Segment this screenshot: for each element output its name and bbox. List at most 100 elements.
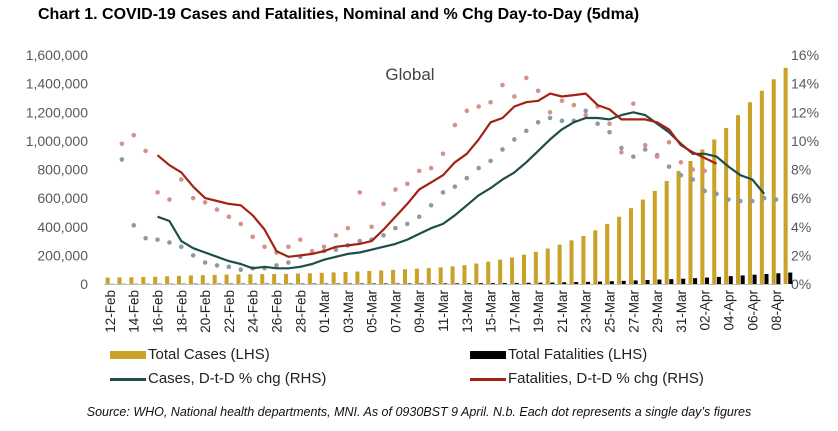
dot-cases-daily: [642, 147, 648, 152]
bar-total-cases: [736, 115, 741, 284]
bar-total-fatalities: [467, 283, 472, 284]
bar-total-cases: [486, 261, 491, 284]
bar-total-fatalities: [478, 283, 484, 284]
dot-fatalities-daily: [488, 99, 493, 105]
bar-total-cases: [129, 277, 134, 284]
bar-total-cases: [712, 139, 717, 284]
y-right-tick-label: 4%: [791, 219, 811, 235]
dot-cases-daily: [357, 238, 363, 244]
dot-cases-daily: [773, 197, 779, 202]
dot-fatalities-daily: [559, 98, 565, 104]
bar-total-fatalities: [586, 281, 591, 284]
dot-cases-daily: [726, 197, 731, 202]
dot-cases-daily: [488, 158, 493, 164]
dot-fatalities-daily: [547, 109, 553, 115]
x-tick-label: 29-Mar: [650, 290, 665, 333]
bar-total-fatalities: [455, 283, 460, 284]
bar-total-cases: [545, 248, 550, 284]
bar-total-cases: [533, 251, 538, 284]
dot-cases-daily: [131, 223, 137, 228]
source-note: Source: WHO, National health departments…: [86, 405, 752, 419]
bar-total-cases: [284, 273, 289, 284]
bar-total-cases: [438, 267, 443, 284]
dot-fatalities-daily: [179, 177, 184, 182]
bar-total-fatalities: [728, 276, 733, 284]
dot-fatalities-daily: [631, 101, 636, 106]
x-tick-label: 31-Mar: [674, 290, 689, 333]
legend-swatch-cases-pct: [110, 377, 146, 381]
bar-total-cases: [117, 277, 122, 284]
bar-total-cases: [331, 272, 336, 284]
dot-cases-daily: [393, 225, 398, 231]
bar-total-cases: [343, 271, 348, 284]
dot-cases-daily: [179, 244, 184, 250]
legend-label-fatalities-pct: Fatalities, D-t-D % chg (RHS): [508, 370, 704, 387]
bar-total-cases: [652, 190, 657, 284]
bar-total-cases: [355, 271, 360, 284]
x-tick-label: 08-Apr: [769, 290, 784, 331]
dot-cases-daily: [238, 267, 244, 272]
bar-total-fatalities: [538, 282, 543, 284]
x-tick-label: 11-Mar: [436, 290, 451, 332]
dot-cases-daily: [738, 198, 743, 204]
dot-cases-daily: [535, 119, 541, 125]
dot-cases-daily: [559, 118, 565, 124]
y-right-tick-label: 16%: [791, 47, 819, 63]
y-right-tick-label: 10%: [791, 133, 819, 149]
bar-total-fatalities: [514, 282, 519, 284]
dot-cases-daily: [761, 195, 767, 201]
bar-total-fatalities: [633, 280, 638, 284]
dot-cases-daily: [155, 237, 160, 242]
bar-total-fatalities: [419, 283, 424, 284]
dot-fatalities-daily: [440, 151, 446, 157]
chart-title: Chart 1. COVID-19 Cases and Fatalities, …: [38, 6, 640, 23]
dot-fatalities-daily: [131, 132, 137, 138]
bar-total-cases: [510, 257, 515, 284]
x-tick-label: 20-Feb: [198, 290, 213, 333]
bar-total-cases: [402, 269, 408, 284]
dot-fatalities-daily: [143, 148, 148, 154]
dot-fatalities-daily: [690, 167, 696, 172]
bar-total-cases: [593, 230, 598, 284]
dot-fatalities-daily: [500, 82, 505, 88]
bar-total-cases: [188, 275, 193, 284]
x-tick-label: 07-Mar: [388, 290, 403, 333]
dot-cases-daily: [167, 240, 172, 245]
x-tick-label: 06-Apr: [745, 290, 760, 331]
bar-total-cases: [272, 273, 277, 284]
bar-total-cases: [176, 275, 182, 284]
legend-fatalities-pct: Fatalities, D-t-D % chg (RHS): [470, 370, 704, 387]
dot-cases-daily: [690, 177, 696, 182]
bar-total-cases: [783, 67, 788, 284]
bar-total-cases: [141, 276, 146, 284]
dot-fatalities-daily: [393, 187, 398, 192]
bar-total-cases: [581, 236, 586, 284]
bar-total-cases: [212, 274, 217, 284]
x-tick-label: 02-Apr: [698, 290, 713, 331]
dot-cases-daily: [500, 147, 505, 152]
bar-total-cases: [165, 276, 170, 284]
bar-total-cases: [391, 269, 396, 284]
bar-total-cases: [664, 180, 669, 284]
dot-fatalities-daily: [405, 181, 410, 187]
dot-cases-daily: [214, 263, 220, 268]
bar-total-fatalities: [502, 283, 507, 284]
x-tick-label: 05-Mar: [365, 290, 380, 333]
bar-total-cases: [260, 274, 265, 284]
bar-total-cases: [640, 199, 645, 284]
legend-label-cases-pct: Cases, D-t-D % chg (RHS): [148, 370, 327, 387]
x-tick-label: 12-Feb: [103, 290, 118, 333]
dot-fatalities-daily: [702, 168, 707, 174]
bar-total-fatalities: [645, 279, 650, 284]
dot-cases-daily: [714, 191, 719, 197]
bar-total-cases: [153, 276, 158, 284]
legend-total-cases: Total Cases (LHS): [110, 346, 270, 363]
bar-total-cases: [688, 160, 693, 284]
bar-total-cases: [724, 127, 729, 285]
dot-fatalities-daily: [607, 121, 612, 126]
bar-total-cases: [295, 273, 300, 284]
y-left-tick-label: 600,000: [37, 190, 88, 206]
bar-total-cases: [414, 268, 419, 284]
dot-fatalities-daily: [452, 122, 458, 128]
bar-total-cases: [105, 277, 110, 284]
